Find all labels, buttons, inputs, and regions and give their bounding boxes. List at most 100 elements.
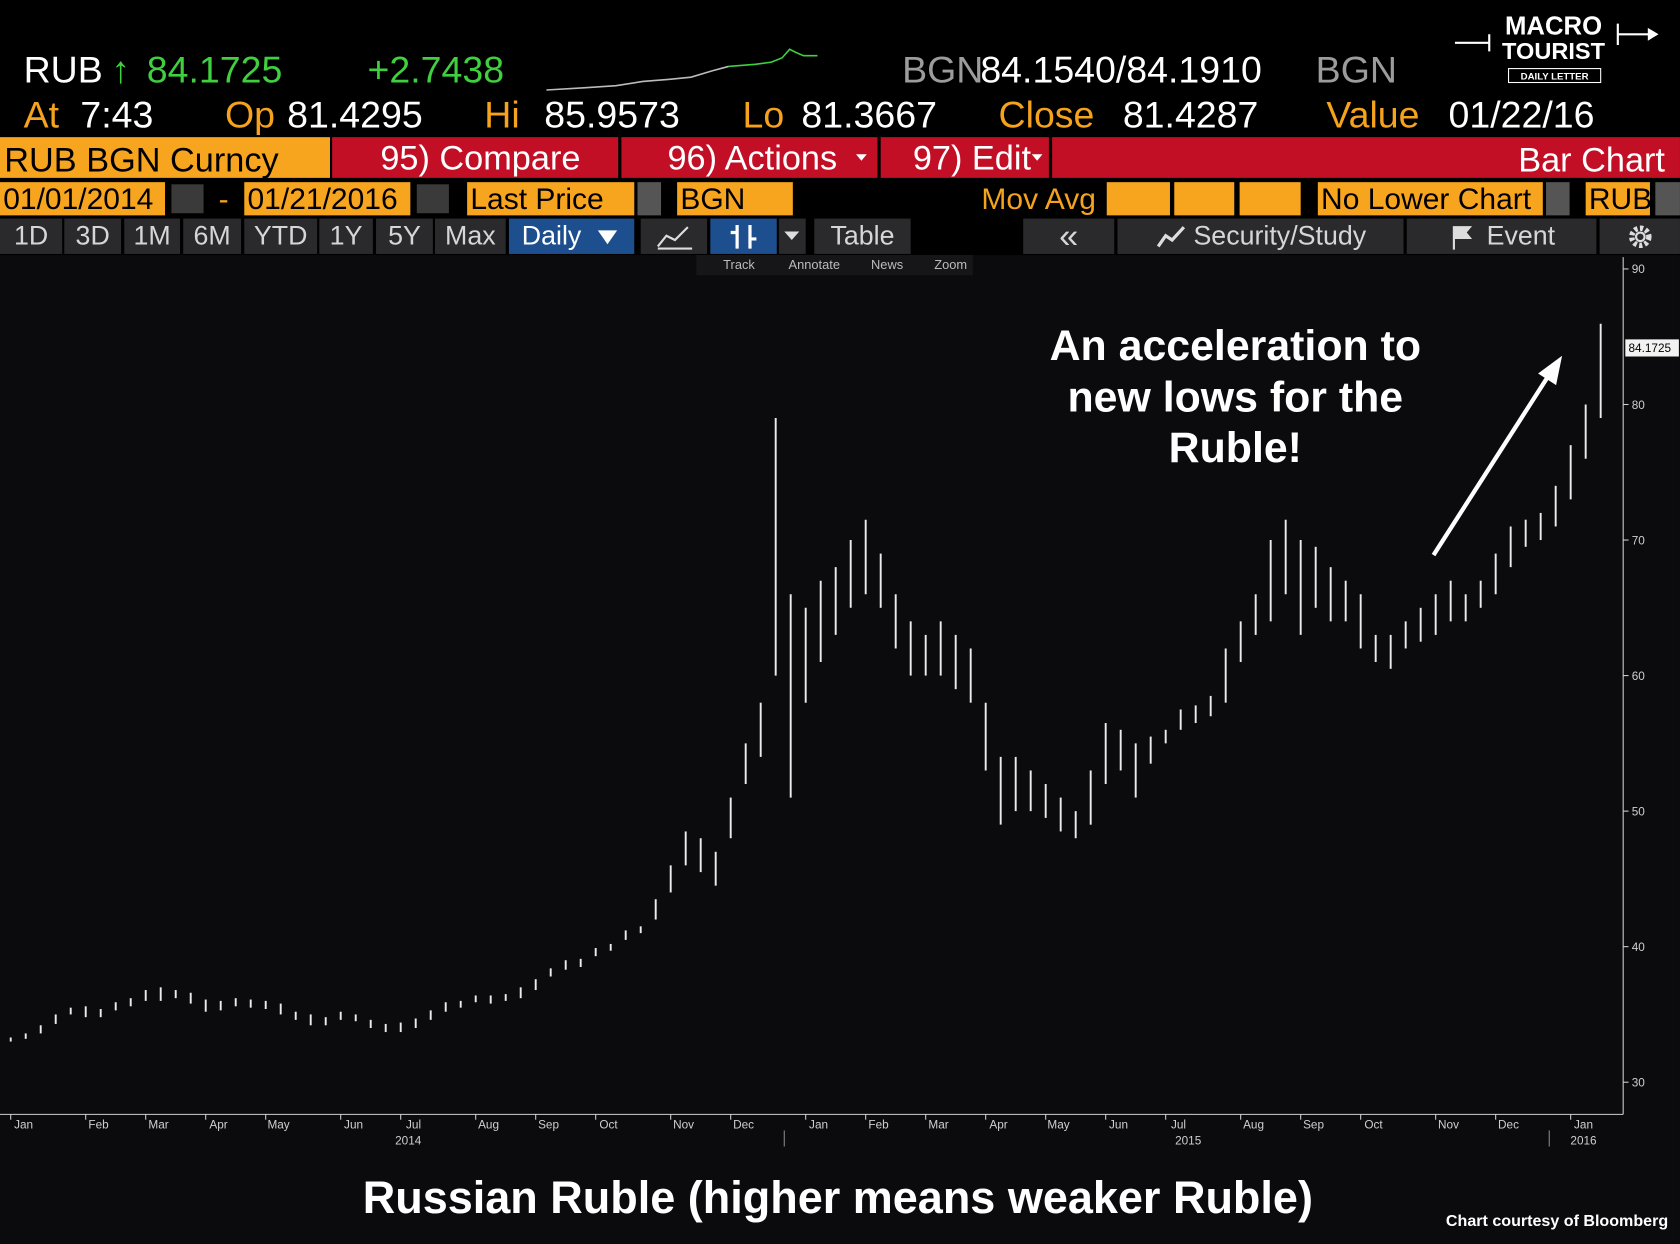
- period-button[interactable]: 1M: [124, 218, 180, 254]
- period-button[interactable]: 1D: [0, 218, 63, 254]
- flag-icon: [1452, 225, 1472, 250]
- study-icon: [1156, 225, 1185, 247]
- x-tick-label: May: [267, 1118, 289, 1131]
- x-tick-label: Jun: [1109, 1118, 1128, 1131]
- tool-button[interactable]: Annotate: [789, 257, 840, 272]
- mov-avg-field[interactable]: [1239, 182, 1301, 216]
- edit-button[interactable]: 97) Edit: [912, 138, 1031, 177]
- period-button[interactable]: Max: [434, 218, 506, 254]
- end-date-field[interactable]: [244, 182, 411, 216]
- x-tick-label: May: [1047, 1118, 1069, 1131]
- table-button[interactable]: Table: [814, 218, 911, 254]
- logo-text: MACRO: [1505, 12, 1602, 40]
- menu-separator: [1048, 137, 1053, 178]
- annotation: An acceleration to: [1050, 322, 1421, 370]
- chart-kind[interactable]: Bar Chart: [1518, 140, 1665, 179]
- dropdown-arrow: [597, 230, 618, 245]
- price-type: Last Price: [470, 182, 604, 216]
- gear-icon: [1634, 230, 1646, 242]
- tool-button[interactable]: News: [871, 257, 903, 272]
- security-study-label: Security/Study: [1193, 220, 1367, 251]
- x-tick-label: Nov: [673, 1118, 694, 1131]
- event-label: Event: [1486, 220, 1556, 251]
- logo: MACRO TOURIST DAILY LETTER: [1454, 12, 1659, 84]
- line-icon: [657, 226, 689, 248]
- x-tick-label: Jan: [14, 1118, 33, 1131]
- dropdown-button[interactable]: [1655, 182, 1680, 216]
- tool-button[interactable]: Zoom: [934, 257, 967, 272]
- source: BGN: [680, 182, 746, 216]
- study-icon: [1156, 225, 1185, 247]
- direction-arrow: ↑: [111, 49, 131, 92]
- frequency-button[interactable]: Daily: [508, 218, 635, 254]
- sparkline-past: [546, 65, 729, 91]
- high-label: Hi: [484, 94, 520, 137]
- dropdown-arrow: [856, 154, 867, 161]
- period-button[interactable]: 6M: [183, 218, 242, 254]
- security-box[interactable]: [0, 137, 330, 178]
- x-tick-label: Jul: [1171, 1118, 1186, 1131]
- menu-separator: [618, 137, 622, 178]
- pricing-source: BGN: [1315, 49, 1397, 92]
- calendar-icon[interactable]: [171, 184, 204, 214]
- lower-chart: No Lower Chart: [1321, 182, 1532, 216]
- y-tick-label: 50: [1632, 805, 1646, 818]
- open-value: 81.4295: [287, 94, 423, 137]
- start-date-field[interactable]: [0, 182, 165, 216]
- annotation-arrowhead: [1538, 355, 1563, 386]
- logo-banner: [1507, 68, 1602, 84]
- dropdown-arrow: [1031, 154, 1043, 161]
- settings-button[interactable]: [1599, 218, 1680, 254]
- period-button[interactable]: 3D: [64, 218, 122, 254]
- event-button[interactable]: Event: [1406, 218, 1597, 254]
- x-tick-label: Oct: [1364, 1118, 1383, 1131]
- menu-bar: [332, 137, 1680, 178]
- net-change: +2.7438: [367, 49, 505, 92]
- x-tick-label: Apr: [989, 1118, 1007, 1131]
- currency-field[interactable]: [1585, 182, 1650, 216]
- year-label: 2016: [1570, 1134, 1597, 1147]
- dropdown-button[interactable]: [1546, 182, 1570, 216]
- dropdown-arrow: [784, 231, 800, 241]
- collapse-button[interactable]: «: [1023, 216, 1115, 255]
- mov-avg-field[interactable]: [1174, 182, 1235, 216]
- year-label: 2014: [395, 1134, 422, 1147]
- x-tick-label: Aug: [478, 1118, 499, 1131]
- gear-icon: [1628, 225, 1652, 248]
- lower-chart-field[interactable]: [1317, 182, 1543, 216]
- bid-ask: 84.1540/84.1910: [980, 49, 1262, 92]
- x-tick-label: Dec: [1498, 1118, 1519, 1131]
- annotation: new lows for the: [1068, 373, 1404, 421]
- x-tick-label: Dec: [733, 1118, 754, 1131]
- start-date: 01/01/2014: [3, 182, 154, 216]
- caption: Russian Ruble (higher means weaker Ruble…: [363, 1172, 1313, 1223]
- source-field[interactable]: [677, 182, 793, 216]
- price-field[interactable]: [467, 182, 635, 216]
- x-tick-label: Mar: [148, 1118, 168, 1131]
- x-tick-label: Mar: [928, 1118, 948, 1131]
- close-label: Close: [998, 94, 1095, 137]
- end-date: 01/21/2016: [247, 182, 398, 216]
- period-button[interactable]: 5Y: [376, 218, 433, 254]
- time-value: 7:43: [80, 94, 154, 137]
- logo-arrowhead: [1647, 27, 1659, 41]
- security-name: RUB BGN Curncy: [4, 140, 279, 179]
- period-button[interactable]: 1Y: [319, 218, 373, 254]
- security-study-button[interactable]: Security/Study: [1117, 218, 1404, 254]
- logo-text: DAILY LETTER: [1521, 71, 1589, 82]
- y-tick-label: 90: [1632, 263, 1646, 276]
- high-value: 85.9573: [544, 94, 680, 137]
- compare-button[interactable]: 95) Compare: [380, 138, 581, 177]
- period-button[interactable]: YTD: [244, 218, 318, 254]
- x-tick-label: Aug: [1243, 1118, 1264, 1131]
- y-tick-label: 30: [1632, 1077, 1646, 1090]
- last-price-tag: [1625, 339, 1679, 357]
- x-tick-label: Jan: [1574, 1118, 1593, 1131]
- dropdown-button[interactable]: [637, 182, 662, 216]
- actions-button[interactable]: 96) Actions: [667, 138, 838, 177]
- calendar-icon[interactable]: [416, 184, 449, 214]
- tool-button[interactable]: Track: [723, 257, 755, 272]
- open-label: Op: [224, 94, 276, 137]
- mov-avg-field[interactable]: [1106, 182, 1170, 216]
- bar-style-button[interactable]: [710, 218, 777, 254]
